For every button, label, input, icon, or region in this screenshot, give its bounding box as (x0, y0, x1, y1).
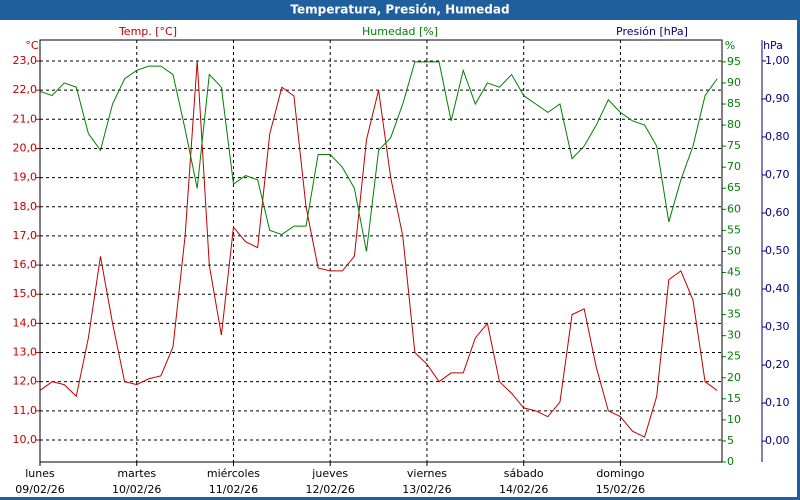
y-tick-label: 22,0 (13, 83, 38, 96)
title-bar (0, 0, 800, 20)
series-line (39, 60, 718, 438)
y2-tick-label: 25 (727, 350, 741, 363)
y2-tick-label: 40 (727, 287, 741, 300)
y-tick-label: 12,0 (13, 375, 38, 388)
y2-tick-label: 55 (727, 223, 741, 236)
series-line (39, 61, 718, 252)
y-tick-label: 21,0 (13, 112, 38, 125)
x-tick-label: miércoles (207, 467, 260, 480)
y2-tick-label: 30 (727, 329, 741, 342)
y3-tick-label: 0,80 (765, 130, 790, 143)
y3-tick-label: 0,50 (765, 244, 790, 257)
y3-tick-label: 0,20 (765, 358, 790, 371)
x-tick-label: lunes (25, 467, 55, 480)
y-tick-label: 15,0 (13, 287, 38, 300)
y2-tick-label: 80 (727, 118, 741, 131)
y-unit: °C (25, 39, 39, 52)
frame (797, 20, 800, 500)
y2-tick-label: 85 (727, 97, 741, 110)
y-tick-label: 13,0 (13, 346, 38, 359)
frame (0, 497, 800, 500)
plot-frame (39, 39, 723, 463)
y2-tick-label: 95 (727, 55, 741, 68)
y3-tick-label: 0,30 (765, 320, 790, 333)
y3-tick-label: 0,60 (765, 206, 790, 219)
y-label: Temp. [°C] (118, 25, 177, 38)
x-tick-label: viernes (407, 467, 447, 480)
x-tick-date: 09/02/26 (15, 483, 64, 496)
x-tick-date: 11/02/26 (209, 483, 258, 496)
y2-tick-label: 15 (727, 392, 741, 405)
y2-tick-label: 60 (727, 202, 741, 215)
y-tick-label: 11,0 (13, 404, 38, 417)
y2-unit: % (725, 39, 735, 52)
y3-tick-label: 0,70 (765, 168, 790, 181)
y2-tick-label: 10 (727, 413, 741, 426)
y2-tick-label: 0 (727, 455, 734, 468)
y3-tick-label: 0,10 (765, 396, 790, 409)
x-tick-label: martes (117, 467, 156, 480)
x-tick-date: 14/02/26 (499, 483, 548, 496)
y-tick-label: 17,0 (13, 229, 38, 242)
y2-tick-label: 20 (727, 371, 741, 384)
y2-tick-label: 65 (727, 181, 741, 194)
x-tick-date: 10/02/26 (112, 483, 161, 496)
x-tick-label: domingo (596, 467, 644, 480)
y-tick-label: 19,0 (13, 171, 38, 184)
y3-tick-label: 1,00 (765, 54, 790, 67)
y2-label: Humedad [%] (362, 25, 438, 38)
y3-label: Presión [hPa] (616, 25, 688, 38)
x-tick-label: jueves (311, 467, 348, 480)
y2-tick-label: 45 (727, 265, 741, 278)
y3-unit: hPa (763, 39, 783, 52)
chart-title: Temperatura, Presión, Humedad (290, 3, 509, 17)
y3-tick-label: 0,00 (765, 434, 790, 447)
y3-tick-label: 0,90 (765, 92, 790, 105)
y2-tick-label: 75 (727, 139, 741, 152)
y-tick-label: 23,0 (13, 54, 38, 67)
y2-tick-label: 35 (727, 308, 741, 321)
y2-tick-label: 50 (727, 244, 741, 257)
y-tick-label: 20,0 (13, 141, 38, 154)
y-tick-label: 10,0 (13, 433, 38, 446)
x-tick-label: sábado (504, 467, 544, 480)
x-tick-date: 12/02/26 (306, 483, 355, 496)
y-tick-label: 14,0 (13, 316, 38, 329)
y3-tick-label: 0,40 (765, 282, 790, 295)
y2-tick-label: 5 (727, 434, 734, 447)
y-tick-label: 16,0 (13, 258, 38, 271)
y2-tick-label: 70 (727, 160, 741, 173)
y-tick-label: 18,0 (13, 200, 38, 213)
y2-tick-label: 90 (727, 76, 741, 89)
x-tick-date: 15/02/26 (596, 483, 645, 496)
x-tick-date: 13/02/26 (402, 483, 451, 496)
